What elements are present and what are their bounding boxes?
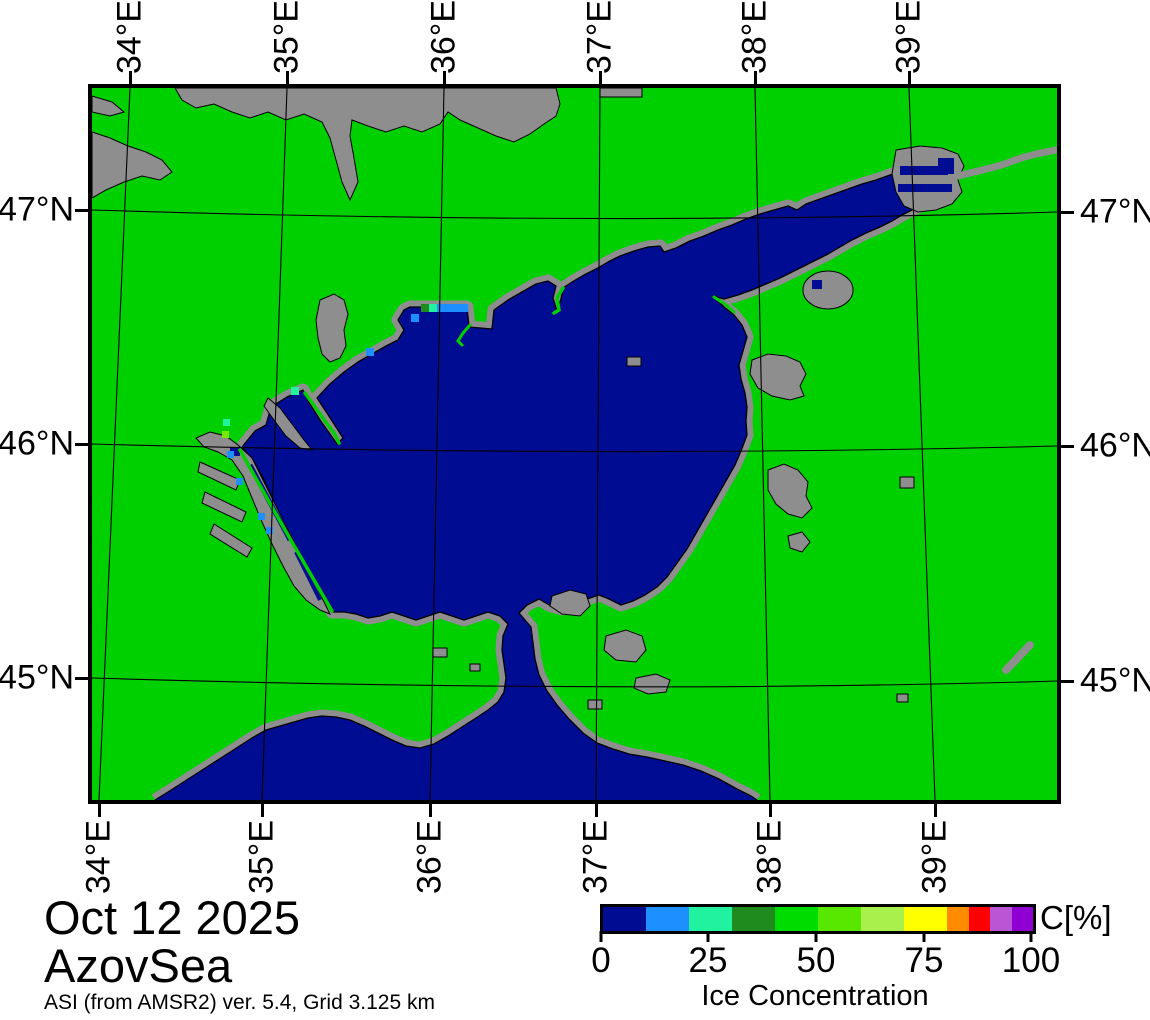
- axis-tick: [1061, 680, 1074, 683]
- lon-label-bottom-35e: 35°E: [242, 819, 281, 895]
- colorbar-segment-10-20: [646, 907, 689, 931]
- lat-label-right-45n: 45°N: [1080, 661, 1150, 700]
- colorbar-unit-label: C[%]: [1040, 899, 1112, 936]
- colorbar-segment-0-10: [603, 907, 646, 931]
- figure-date: Oct 12 2025: [44, 891, 301, 944]
- colorbar-segment-30-40: [732, 907, 775, 931]
- lat-label-left-45n: 45°N: [0, 658, 74, 697]
- colorbar-tick: [1029, 931, 1033, 942]
- map-frame: [88, 84, 1061, 804]
- lat-label-right-46n: 46°N: [1080, 426, 1150, 465]
- lon-label-top-34e: 34°E: [110, 0, 149, 75]
- axis-tick: [754, 71, 757, 84]
- colorbar-tick-label-75: 75: [904, 941, 944, 980]
- lat-label-left-47n: 47°N: [0, 190, 74, 229]
- axis-tick: [286, 71, 289, 84]
- axis-tick: [129, 71, 132, 84]
- colorbar-tick: [706, 931, 710, 942]
- lon-label-bottom-39e: 39°E: [915, 819, 954, 895]
- colorbar-segment-85-90: [968, 907, 990, 931]
- axis-tick: [443, 71, 446, 84]
- lon-label-top-38e: 38°E: [735, 0, 774, 75]
- colorbar-segment-95-100: [1011, 907, 1033, 931]
- axis-tick: [769, 804, 772, 817]
- lon-label-bottom-37e: 37°E: [576, 819, 615, 895]
- colorbar-tick: [599, 931, 603, 942]
- sand-spits: [238, 286, 736, 613]
- colorbar-segment-40-50: [775, 907, 818, 931]
- colorbar-segment-60-70: [861, 907, 904, 931]
- colorbar-segment-50-60: [818, 907, 861, 931]
- colorbar-axis-label: Ice Concentration: [701, 980, 929, 1012]
- colorbar-segment-20-30: [689, 907, 732, 931]
- axis-tick: [75, 443, 88, 446]
- colorbar-tick-label-25: 25: [688, 941, 728, 980]
- figure-source: ASI (from AMSR2) ver. 5.4, Grid 3.125 km: [44, 991, 435, 1014]
- lon-label-bottom-38e: 38°E: [750, 819, 789, 895]
- axis-tick: [1061, 445, 1074, 448]
- figure-region: AzovSea: [44, 939, 233, 992]
- colorbar-tick-label-50: 50: [796, 941, 836, 980]
- axis-tick: [934, 804, 937, 817]
- axis-tick: [908, 71, 911, 84]
- axis-tick: [98, 804, 101, 817]
- lon-label-top-35e: 35°E: [267, 0, 306, 75]
- colorbar-segments: [603, 907, 1033, 931]
- lat-label-right-47n: 47°N: [1080, 192, 1150, 231]
- colorbar-segment-70-80: [904, 907, 947, 931]
- map-canvas: [92, 88, 1057, 800]
- axis-tick: [599, 71, 602, 84]
- colorbar: [600, 904, 1036, 934]
- graticule: [92, 88, 1057, 800]
- ice-pixels: [222, 304, 468, 534]
- lon-label-bottom-34e: 34°E: [79, 819, 118, 895]
- colorbar-tick: [922, 931, 926, 942]
- colorbar-tick-label-0: 0: [591, 941, 611, 980]
- axis-tick: [261, 804, 264, 817]
- axis-tick: [75, 677, 88, 680]
- colorbar-segment-90-95: [990, 907, 1012, 931]
- colorbar-segment-80-85: [947, 907, 969, 931]
- colorbar-tick: [814, 931, 818, 942]
- lon-label-bottom-36e: 36°E: [410, 819, 449, 895]
- axis-tick: [1061, 211, 1074, 214]
- axis-tick: [75, 209, 88, 212]
- lon-label-top-36e: 36°E: [424, 0, 463, 75]
- colorbar-tick-label-100: 100: [1001, 941, 1061, 980]
- axis-tick: [429, 804, 432, 817]
- lon-label-top-39e: 39°E: [889, 0, 928, 75]
- lat-label-left-46n: 46°N: [0, 424, 74, 463]
- lon-label-top-37e: 37°E: [580, 0, 619, 75]
- axis-tick: [595, 804, 598, 817]
